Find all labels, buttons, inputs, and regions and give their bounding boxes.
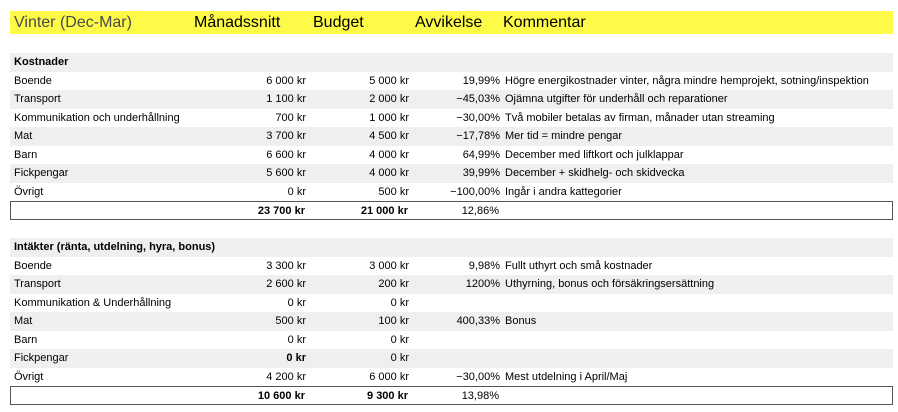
budget-cell: 500 kr	[378, 185, 409, 198]
row-label: Mat	[14, 315, 33, 327]
deviation-cell: −30,00%	[456, 370, 500, 383]
table-row[interactable]: Barn 0 kr 0 kr	[10, 331, 893, 350]
row-label: Kommunikation och underhållning	[14, 111, 180, 124]
total-deviation: 12,86%	[461, 205, 499, 217]
budget-cell: 0 kr	[390, 352, 409, 364]
total-avg: 10 600 kr	[257, 390, 305, 402]
deviation-cell: 39,99%	[462, 167, 500, 179]
comment-cell: Ojämna utgifter för underhåll och repara…	[505, 93, 728, 105]
table-row[interactable]: Fickpengar 5 600 kr 4 000 kr 39,99% December…	[10, 164, 893, 183]
table-row[interactable]: Övrigt 0 kr 500 kr −100,00% Ingår i andra ka…	[10, 183, 893, 202]
row-label: Övrigt	[14, 185, 44, 198]
section-costs: Kostnader Boende 6 000 kr 5 000 kr 19,99% Hög…	[10, 53, 893, 220]
comment-cell: Fullt uthyrt och små kostnader	[505, 259, 653, 272]
row-label: Fickpengar	[14, 352, 69, 364]
header-row: Vinter (Dec-Mar) Månadssnitt Budget Avvi…	[10, 11, 893, 34]
table-row[interactable]: Boende 6 000 kr 5 000 kr 19,99% Högre energi…	[10, 72, 893, 91]
row-label: Transport	[14, 93, 61, 105]
table-row[interactable]: Övrigt 4 200 kr 6 000 kr −30,00% Mest utdeln…	[10, 368, 893, 387]
total-row: 10 600 kr 9 300 kr 13,98%	[10, 386, 893, 405]
total-budget: 21 000 kr	[360, 205, 408, 217]
avg-cell: 1 100 kr	[266, 93, 306, 105]
avg-cell: 3 700 kr	[266, 130, 306, 142]
row-label: Boende	[14, 74, 52, 87]
comment-cell: Mer tid = mindre pengar	[505, 130, 623, 142]
budget-cell: 4 000 kr	[369, 148, 409, 161]
section-header-row: Kostnader	[10, 53, 893, 72]
row-label: Transport	[14, 278, 61, 290]
budget-cell: 4 500 kr	[369, 130, 409, 142]
avg-cell: 500 kr	[275, 315, 306, 327]
table-row[interactable]: Barn 6 600 kr 4 000 kr 64,99% December med l…	[10, 146, 893, 165]
table-row[interactable]: Transport 2 600 kr 200 kr 1200% Uthyrning, b…	[10, 275, 893, 294]
deviation-cell: 9,98%	[468, 259, 500, 272]
budget-cell: 4 000 kr	[369, 167, 409, 179]
avg-cell: 0 kr	[287, 296, 306, 309]
row-label: Barn	[14, 148, 38, 161]
sheet-title: Vinter (Dec-Mar)	[14, 14, 132, 31]
row-label: Barn	[14, 333, 38, 346]
avg-cell: 2 600 kr	[266, 278, 306, 290]
comment-cell: Mest utdelning i April/Maj	[505, 370, 628, 383]
table-row[interactable]: Mat 500 kr 100 kr 400,33% Bonus	[10, 312, 893, 331]
row-label: Boende	[14, 259, 52, 272]
comment-cell: December + skidhelg- och skidvecka	[505, 167, 685, 179]
table-row[interactable]: Kommunikation och underhållning 700 kr 1 0…	[10, 109, 893, 128]
total-deviation: 13,98%	[461, 390, 499, 402]
section-income: Intäkter (ränta, utdelning, hyra, bonus)…	[10, 238, 893, 405]
avg-cell: 4 200 kr	[266, 370, 306, 383]
column-header-budget: Budget	[313, 14, 364, 31]
avg-cell: 0 kr	[287, 333, 306, 346]
row-label: Mat	[14, 130, 33, 142]
row-label: Övrigt	[14, 370, 44, 383]
table-row[interactable]: Mat 3 700 kr 4 500 kr −17,78% Mer tid = mind…	[10, 127, 893, 146]
deviation-cell: −30,00%	[456, 111, 500, 124]
column-header-avg: Månadssnitt	[194, 14, 281, 31]
budget-cell: 200 kr	[378, 278, 409, 290]
avg-cell: 700 kr	[275, 111, 306, 124]
column-header-deviation: Avvikelse	[415, 14, 483, 31]
budget-cell: 0 kr	[390, 296, 409, 309]
section-title: Intäkter (ränta, utdelning, hyra, bonus)	[14, 241, 216, 253]
comment-cell: Bonus	[505, 315, 537, 327]
deviation-cell: 1200%	[465, 278, 500, 290]
budget-cell: 0 kr	[390, 333, 409, 346]
comment-cell: Ingår i andra kattegorier	[505, 185, 622, 198]
deviation-cell: −100,00%	[450, 185, 500, 198]
total-row: 23 700 kr 21 000 kr 12,86%	[10, 201, 893, 220]
column-header-comment: Kommentar	[503, 14, 586, 31]
budget-cell: 2 000 kr	[369, 93, 409, 105]
comment-cell: Två mobiler betalas av firman, månader u…	[505, 111, 775, 124]
section-title: Kostnader	[14, 56, 69, 68]
section-header-row: Intäkter (ränta, utdelning, hyra, bonus)	[10, 238, 893, 257]
deviation-cell: 400,33%	[456, 315, 500, 327]
avg-cell: 0 kr	[286, 352, 306, 364]
deviation-cell: 64,99%	[462, 148, 500, 161]
avg-cell: 3 300 kr	[266, 259, 306, 272]
comment-cell: December med liftkort och julklappar	[505, 148, 684, 161]
budget-cell: 6 000 kr	[369, 370, 409, 383]
table-row[interactable]: Kommunikation & Underhållning 0 kr 0 kr	[10, 294, 893, 313]
budget-cell: 100 kr	[378, 315, 409, 327]
avg-cell: 6 000 kr	[266, 74, 306, 87]
total-budget: 9 300 kr	[367, 390, 408, 402]
comment-cell: Uthyrning, bonus och försäkringsersättni…	[505, 278, 715, 290]
budget-cell: 1 000 kr	[369, 111, 409, 124]
total-avg: 23 700 kr	[257, 205, 305, 217]
avg-cell: 0 kr	[287, 185, 306, 198]
table-row[interactable]: Transport 1 100 kr 2 000 kr −45,03% Ojämna u…	[10, 90, 893, 109]
budget-cell: 5 000 kr	[369, 74, 409, 87]
row-label: Fickpengar	[14, 167, 69, 179]
budget-cell: 3 000 kr	[369, 259, 409, 272]
table-row[interactable]: Boende 3 300 kr 3 000 kr 9,98% Fullt uthyrt …	[10, 257, 893, 276]
deviation-cell: −45,03%	[456, 93, 500, 105]
row-label: Kommunikation & Underhållning	[14, 296, 172, 309]
table-row[interactable]: Fickpengar 0 kr 0 kr	[10, 349, 893, 368]
deviation-cell: −17,78%	[456, 130, 500, 142]
avg-cell: 5 600 kr	[266, 167, 306, 179]
comment-cell: Högre energikostnader vinter, några mind…	[505, 74, 869, 87]
deviation-cell: 19,99%	[462, 74, 500, 87]
avg-cell: 6 600 kr	[266, 148, 306, 161]
